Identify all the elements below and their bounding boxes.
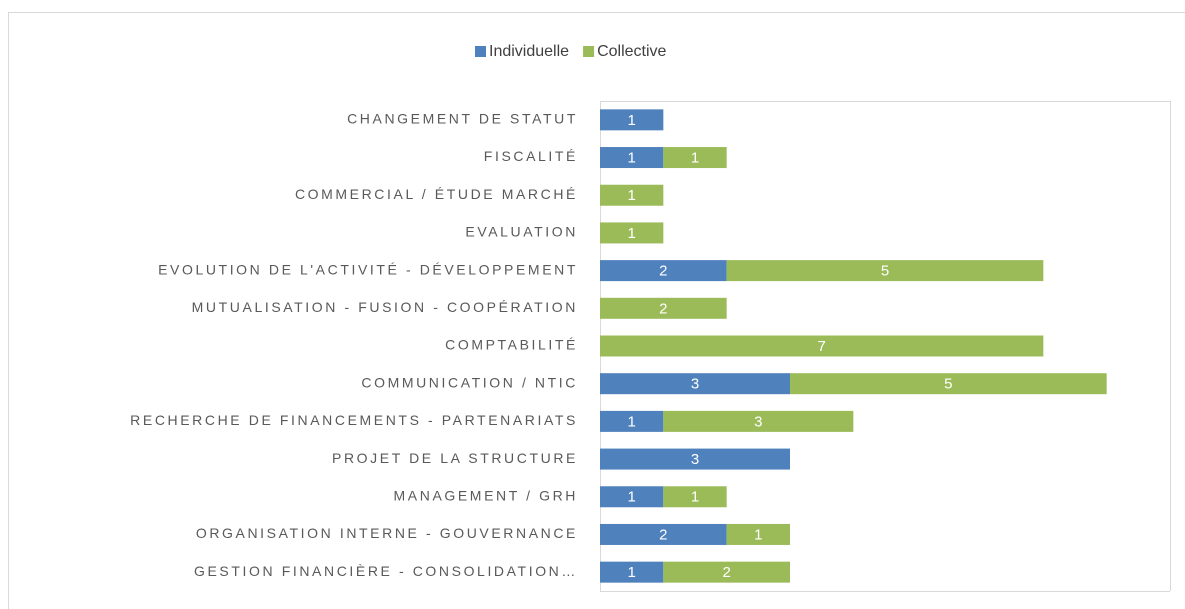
bar-segment xyxy=(663,561,790,583)
category-label: COMMUNICATION / NTIC xyxy=(361,374,578,390)
bar-segment xyxy=(600,523,727,545)
bar-segment xyxy=(663,486,727,508)
legend-swatch xyxy=(583,46,595,57)
category-label: RECHERCHE DE FINANCEMENTS - PARTENARIATS xyxy=(130,412,578,428)
bar-segment xyxy=(600,410,664,432)
category-label: EVALUATION xyxy=(465,224,578,240)
data-label: 1 xyxy=(627,489,635,506)
data-label: 1 xyxy=(627,564,635,581)
data-label: 3 xyxy=(754,413,762,430)
data-label: 7 xyxy=(817,338,825,355)
data-label: 1 xyxy=(691,489,699,506)
category-label: GESTION FINANCIÈRE - CONSOLIDATION… xyxy=(194,563,578,579)
data-label: 3 xyxy=(691,451,699,468)
category-label: MUTUALISATION - FUSION - COOPÉRATION xyxy=(192,299,578,315)
category-label: PROJET DE LA STRUCTURE xyxy=(332,450,578,466)
data-label: 2 xyxy=(659,263,667,280)
data-label: 1 xyxy=(627,187,635,204)
bar-segment xyxy=(600,373,790,395)
category-label: CHANGEMENT DE STATUT xyxy=(347,111,578,127)
data-label: 2 xyxy=(659,300,667,317)
bar-segment xyxy=(600,109,664,131)
chart-border xyxy=(8,12,1185,609)
legend-label: Collective xyxy=(597,43,666,60)
category-label: FISCALITÉ xyxy=(484,148,578,164)
data-label: 2 xyxy=(659,526,667,543)
data-label: 1 xyxy=(627,150,635,167)
bar-segment xyxy=(726,260,1044,282)
legend-label: Individuelle xyxy=(489,43,569,60)
category-label: ORGANISATION INTERNE - GOUVERNANCE xyxy=(196,525,578,541)
bar-segment xyxy=(600,222,664,244)
data-label: 5 xyxy=(944,376,952,393)
bar-segment xyxy=(600,297,727,319)
bar-segment xyxy=(600,486,664,508)
category-label: EVOLUTION DE L'ACTIVITÉ - DÉVELOPPEMENT xyxy=(158,261,578,277)
legend-swatch xyxy=(475,46,486,57)
bar-segment xyxy=(600,147,664,169)
bar-segment xyxy=(600,561,664,583)
data-label: 1 xyxy=(627,413,635,430)
bar-segment xyxy=(600,335,1044,357)
bar-segment xyxy=(600,448,790,470)
bar-segment xyxy=(790,373,1107,395)
category-label: COMPTABILITÉ xyxy=(445,337,578,353)
data-label: 3 xyxy=(691,376,699,393)
bar-segment xyxy=(600,260,727,282)
bar-segment xyxy=(726,523,790,545)
bar-segment xyxy=(600,184,664,206)
data-label: 1 xyxy=(691,150,699,167)
data-label: 1 xyxy=(754,526,762,543)
data-label: 1 xyxy=(627,112,635,129)
category-label: MANAGEMENT / GRH xyxy=(394,487,578,503)
data-label: 5 xyxy=(881,263,889,280)
bar-segment xyxy=(663,410,854,432)
data-label: 1 xyxy=(627,225,635,242)
category-label: COMMERCIAL / ÉTUDE MARCHÉ xyxy=(295,186,578,202)
data-label: 2 xyxy=(722,564,730,581)
bar-segment xyxy=(663,147,727,169)
